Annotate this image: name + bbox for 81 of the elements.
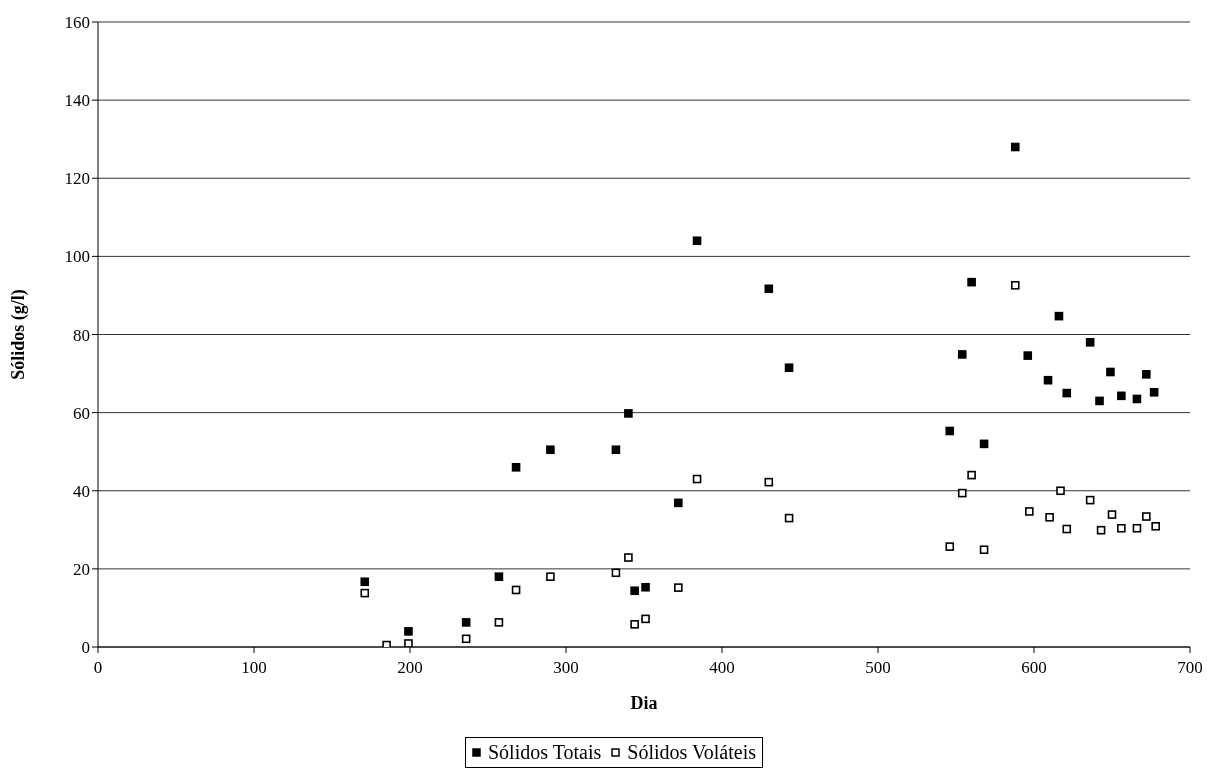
legend-label: Sólidos Totais — [487, 741, 602, 764]
point — [674, 583, 683, 592]
y-tick-label: 20 — [73, 559, 90, 579]
point — [764, 477, 774, 487]
point — [511, 463, 521, 472]
point — [611, 445, 621, 455]
point — [1056, 486, 1065, 496]
point — [692, 474, 702, 484]
point — [461, 618, 471, 627]
point — [692, 236, 702, 246]
y-tick-label: 60 — [73, 403, 90, 423]
point — [1107, 510, 1117, 519]
point — [945, 426, 955, 436]
y-tick-label: 0 — [81, 638, 90, 658]
point — [1117, 391, 1126, 401]
point — [1023, 351, 1033, 360]
point — [494, 572, 504, 581]
point — [624, 409, 633, 418]
x-tick-label: 600 — [1021, 658, 1047, 678]
point — [1151, 522, 1160, 531]
point — [1025, 507, 1034, 516]
y-axis-title: Sólidos (g/l) — [8, 289, 30, 380]
point — [360, 588, 370, 598]
point — [611, 568, 621, 578]
x-tick-label: 200 — [397, 658, 423, 678]
point — [1010, 142, 1020, 152]
point — [945, 542, 955, 551]
point — [967, 470, 976, 480]
point — [1054, 311, 1064, 321]
x-tick-label: 500 — [865, 658, 891, 678]
point — [1142, 512, 1151, 521]
point — [630, 586, 639, 596]
point — [784, 513, 794, 523]
point — [979, 545, 989, 555]
point — [1062, 388, 1072, 398]
point — [1045, 513, 1054, 522]
point — [404, 627, 413, 636]
point — [957, 350, 967, 359]
y-tick-label: 100 — [64, 247, 90, 267]
y-tick-label: 140 — [64, 91, 90, 111]
point — [1043, 375, 1053, 385]
point — [1132, 394, 1142, 404]
y-tick-label: 80 — [73, 325, 90, 345]
point — [979, 439, 989, 449]
point — [641, 582, 650, 592]
point — [764, 284, 774, 294]
x-tick-label: 0 — [93, 658, 103, 678]
point — [1096, 525, 1106, 535]
x-tick-label: 100 — [241, 658, 267, 678]
y-tick-label: 160 — [64, 13, 90, 33]
point — [1095, 396, 1104, 406]
x-tick-label: 400 — [709, 658, 735, 678]
y-tick-label: 40 — [73, 481, 90, 501]
point — [957, 488, 967, 498]
point — [641, 614, 650, 624]
x-tick-label: 700 — [1177, 658, 1203, 678]
point — [1117, 523, 1126, 533]
point — [360, 577, 370, 587]
point — [630, 620, 639, 629]
point — [967, 277, 976, 287]
x-tick-label: 300 — [553, 658, 579, 678]
legend-label: Sólidos Voláteis — [626, 741, 756, 764]
point — [511, 585, 521, 595]
y-tick-label: 120 — [64, 169, 90, 189]
point — [1085, 338, 1095, 347]
point — [546, 572, 555, 581]
point — [1010, 280, 1020, 290]
point — [382, 640, 391, 647]
point — [1142, 370, 1151, 379]
point — [1085, 495, 1095, 505]
point — [1106, 367, 1115, 377]
point — [1149, 388, 1159, 397]
point — [494, 618, 504, 627]
point — [674, 498, 683, 508]
point — [784, 363, 794, 372]
x-axis-title: Dia — [630, 693, 658, 713]
point — [1062, 524, 1072, 534]
point — [461, 634, 471, 644]
point — [546, 445, 555, 455]
point — [1132, 523, 1142, 533]
point — [624, 553, 633, 562]
